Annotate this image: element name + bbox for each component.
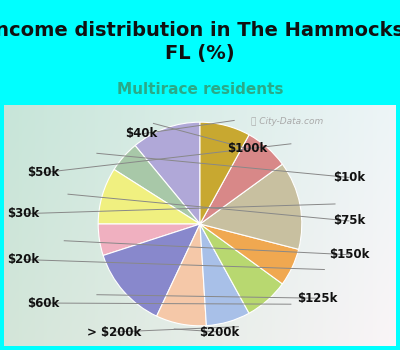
Text: $150k: $150k xyxy=(329,248,369,261)
Wedge shape xyxy=(200,135,282,224)
Text: $50k: $50k xyxy=(27,166,59,179)
Wedge shape xyxy=(103,224,200,316)
Wedge shape xyxy=(200,164,302,249)
Text: $100k: $100k xyxy=(227,142,267,155)
Text: $75k: $75k xyxy=(333,215,365,228)
Text: ⓘ City-Data.com: ⓘ City-Data.com xyxy=(251,117,323,126)
Wedge shape xyxy=(200,224,249,326)
Text: Income distribution in The Hammocks,
FL (%): Income distribution in The Hammocks, FL … xyxy=(0,21,400,63)
Text: $40k: $40k xyxy=(125,127,157,140)
Text: $10k: $10k xyxy=(333,171,365,184)
Wedge shape xyxy=(200,224,282,313)
Wedge shape xyxy=(98,169,200,224)
Text: $20k: $20k xyxy=(8,253,40,266)
Text: $125k: $125k xyxy=(298,292,338,305)
Text: $60k: $60k xyxy=(27,296,59,309)
Wedge shape xyxy=(157,224,206,326)
Wedge shape xyxy=(98,224,200,256)
Text: Multirace residents: Multirace residents xyxy=(117,82,283,97)
Wedge shape xyxy=(200,224,299,284)
Text: $200k: $200k xyxy=(200,326,240,338)
Wedge shape xyxy=(114,146,200,224)
Wedge shape xyxy=(135,122,200,224)
Text: $30k: $30k xyxy=(8,207,40,220)
Wedge shape xyxy=(200,122,249,224)
Text: > $200k: > $200k xyxy=(87,326,141,338)
